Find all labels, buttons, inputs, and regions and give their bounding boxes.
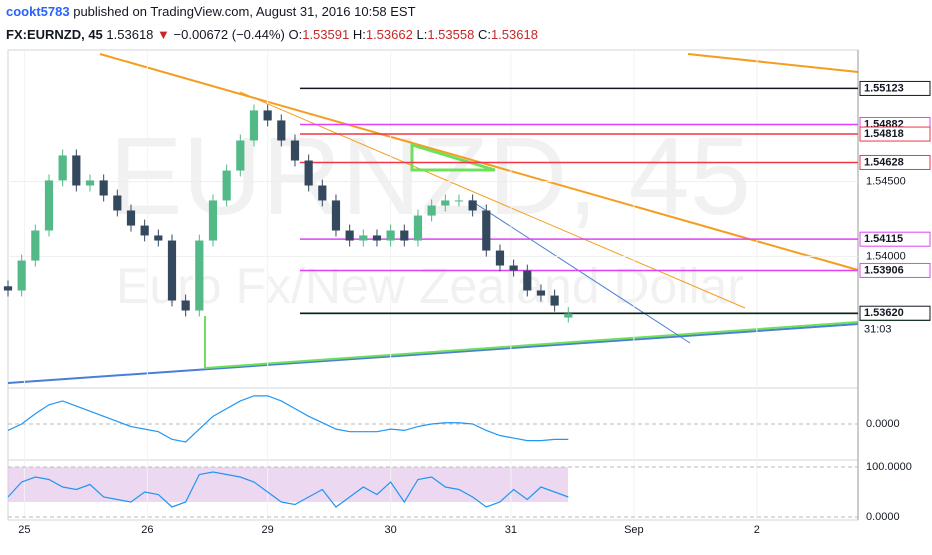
candle-body [113,195,122,211]
level-label-box [859,154,931,170]
trend-line [687,53,859,73]
candle-body [44,180,54,231]
candle-body [249,110,259,141]
y-tick-label: 1.54000 [866,250,906,262]
o-label: O: [288,27,302,42]
c: 1.53618 [491,27,538,42]
o: 1.53591 [302,27,349,42]
arrow: ▼ [157,27,170,42]
candle-body [140,225,149,236]
triangle-line [204,321,859,369]
candle-body [482,210,491,251]
candle-body [372,235,382,241]
candle-body [17,260,26,291]
x-tick-label: 25 [18,524,30,536]
x-tick-label: 31 [505,524,517,536]
candle-body [99,180,108,196]
countdown: 31:03 [864,323,892,335]
candle-body [400,230,409,241]
symbol: FX:EURNZD, 45 [6,27,103,42]
macd-line [7,395,569,443]
published: published on TradingView.com, August 31,… [73,4,415,19]
level-label-box [859,126,931,142]
candle-body [318,185,327,201]
h-label: H: [353,27,366,42]
candle-body [208,200,218,241]
candle-body [495,250,505,266]
x-tick-label: Sep [624,524,644,536]
candle-body [236,140,245,171]
candle-body [413,215,423,241]
trend-line [469,199,691,344]
candle-body [331,200,341,231]
author[interactable]: cookt5783 [6,4,70,19]
candle-body [441,200,450,206]
l-label: L: [416,27,427,42]
candle-body [550,295,559,306]
candle-body [468,200,477,211]
candle-body [359,235,368,241]
candle-body [195,240,204,311]
candle-body [523,270,532,291]
level-label-box [859,262,931,278]
candle-body [3,286,13,291]
candle-body [31,230,40,261]
y-tick-label: 0.0000 [866,418,900,430]
candle-body [167,240,177,301]
y-tick-label: 100.0000 [866,461,912,473]
watermark-sub: Euro Fx/New Zealand Dollar [116,258,744,314]
x-tick-label: 29 [262,524,274,536]
candle-body [536,290,546,296]
candle-body [58,155,67,181]
c-label: C: [478,27,491,42]
candle-body [427,205,436,216]
x-tick-label: 26 [141,524,153,536]
candle-body [304,160,313,186]
level-label: 1.53620 [864,307,904,319]
change: −0.00672 (−0.44%) [174,27,285,42]
candle-body [126,210,136,226]
header-line-1: cookt5783 published on TradingView.com, … [6,4,416,19]
trend-line [7,323,859,384]
level-label: 1.53906 [864,264,904,276]
l: 1.53558 [427,27,474,42]
level-label: 1.55123 [864,82,904,94]
h: 1.53662 [366,27,413,42]
level-label: 1.54628 [864,156,904,168]
candle-body [263,110,272,121]
last: 1.53618 [106,27,153,42]
candle-body [509,265,518,271]
y-tick-label: 0.0000 [866,511,900,523]
level-label-box [859,231,931,247]
stoch-band [8,467,568,502]
candle-body [454,200,464,202]
candle-body [154,235,163,241]
x-tick-label: 2 [754,524,760,536]
x-tick-label: 30 [385,524,397,536]
triangle [410,142,496,172]
candle-body [222,170,231,201]
trend-line [239,91,746,309]
candle-body [290,140,300,161]
level-label-box [859,80,931,96]
candle-body [345,230,354,241]
level-label: 1.54818 [864,128,904,140]
candle-body [386,230,395,241]
candle-body [85,180,95,186]
level-label: 1.54115 [864,233,903,245]
y-tick-label: 1.54500 [866,176,906,188]
candle-body [277,120,286,141]
stoch-line [7,471,569,508]
level-label-box [859,305,931,321]
candle-body [564,313,573,318]
candle-body [72,155,81,186]
header-line-2: FX:EURNZD, 45 1.53618 ▼ −0.00672 (−0.44%… [6,27,538,42]
candle-body [181,300,190,311]
